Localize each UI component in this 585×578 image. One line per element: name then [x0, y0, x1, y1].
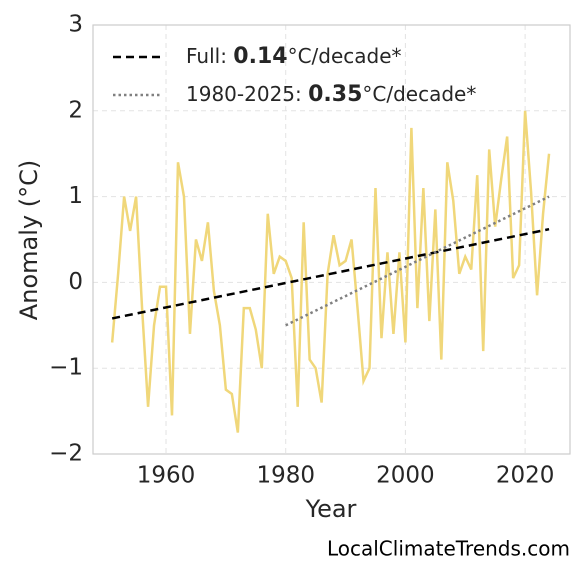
y-axis-label: Anomaly (°C): [15, 160, 43, 320]
y-tick-label: 3: [68, 12, 83, 38]
series-line: [111, 227, 550, 320]
x-axis-label: Year: [305, 495, 357, 523]
legend-text-part: 0.14: [233, 44, 287, 69]
x-tick-label: 2000: [376, 463, 435, 489]
legend-text-part: °C/decade*: [288, 44, 402, 68]
x-tick-label: 1960: [137, 463, 196, 489]
legend-text-part: Full:: [186, 44, 233, 68]
y-tick-label: −1: [49, 355, 83, 381]
legend-text-part: °C/decade*: [362, 82, 476, 106]
y-tick-label: 1: [68, 183, 83, 209]
legend-text-part: 0.35: [308, 82, 362, 107]
series-line: [285, 195, 550, 327]
y-tick-label: 0: [68, 269, 83, 295]
y-tick-label: 2: [68, 97, 83, 123]
legend-label: 1980-2025: 0.35°C/decade*: [186, 82, 476, 108]
legend-text-part: 1980-2025:: [186, 82, 308, 106]
series-line: [110, 110, 551, 433]
source-label: LocalClimateTrends.com: [327, 537, 570, 561]
y-tick-label: −2: [49, 441, 83, 467]
x-tick-label: 2020: [496, 463, 555, 489]
plot-frame: [92, 24, 571, 455]
x-tick-label: 1980: [256, 463, 315, 489]
legend-label: Full: 0.14°C/decade*: [186, 44, 402, 70]
